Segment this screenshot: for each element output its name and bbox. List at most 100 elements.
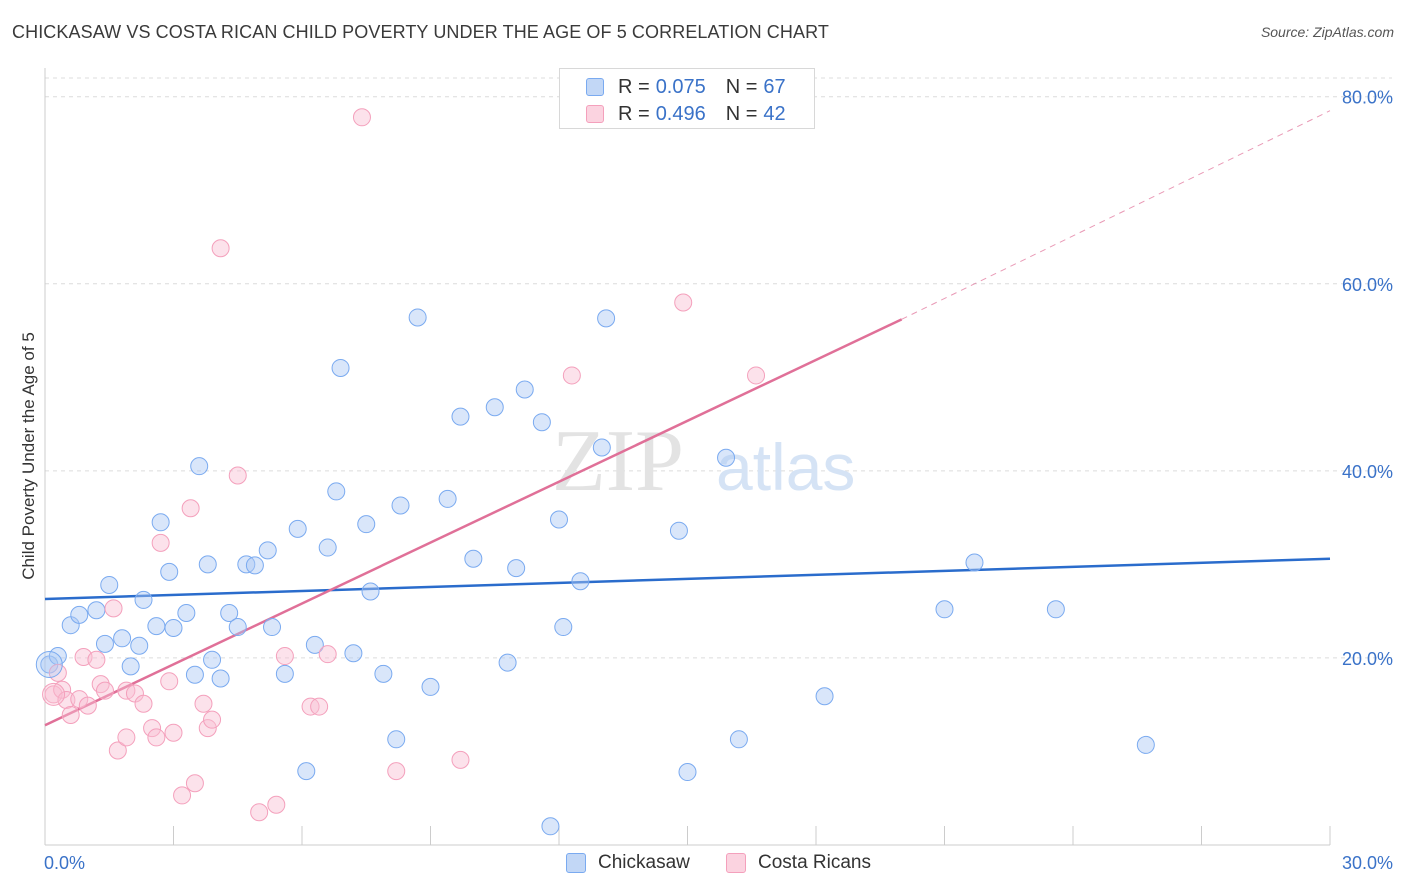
costa-ricans-trend-line [44,318,903,727]
costa-ricans-point [42,682,66,706]
costa-ricans-point [134,694,153,713]
chickasaw-point [113,629,132,648]
trend-lines [44,110,1331,727]
chickasaw-point [305,635,324,654]
chickasaw-point [498,653,517,672]
costa-ricans-point [318,645,337,664]
costa-ricans-point [198,719,217,738]
chickasaw-point [344,644,363,663]
chickasaw-point [554,618,573,637]
costa-ricans-point [61,705,80,724]
chickasaw-points [40,308,1155,836]
y-axis-label: Child Poverty Under the Age of 5 [19,332,38,580]
chart-title: CHICKASAW VS COSTA RICAN CHILD POVERTY U… [12,22,829,42]
y-tick-label: 20.0% [1342,649,1393,669]
chickasaw-point [391,496,410,515]
costa-ricans-point [108,741,127,760]
chickasaw-point [185,665,204,684]
chickasaw-point [35,650,63,678]
chickasaw-point [717,448,736,467]
r-value: 0.496 [655,102,706,125]
costa-ricans-point [104,599,123,618]
chickasaw-point [245,556,264,575]
costa-ricans-swatch [726,853,746,873]
chickasaw-point [327,482,346,501]
costa-ricans-point [387,762,406,781]
costa-ricans-points [44,108,766,822]
chickasaw-point [318,538,337,557]
chickasaw-point [288,519,307,538]
costa-ricans-swatch [586,105,604,123]
costa-ricans-point [117,728,136,747]
correlation-legend: R = 0.075 N = 67 R = 0.496 N = 42 [559,68,815,129]
costa-ricans-point [267,795,286,814]
legend-row-costa-ricans: R = 0.496 N = 42 [586,102,786,126]
chickasaw-swatch [566,853,586,873]
costa-ricans-point [151,533,170,552]
costa-ricans-point [78,696,97,715]
axes: 20.0% 40.0% 60.0% 80.0% 0.0% 30.0% [44,68,1393,873]
costa-ricans-point [143,719,162,738]
chickasaw-point [164,618,183,637]
chickasaw-point [421,677,440,696]
chickasaw-point [935,600,954,619]
legend-item-chickasaw: Chickasaw [566,852,690,874]
chickasaw-point [100,575,119,594]
chickasaw-point [550,510,568,529]
chickasaw-point [263,618,282,637]
chickasaw-point [965,553,984,572]
r-label: R = [618,102,650,125]
chickasaw-point [130,636,149,655]
costa-ricans-point [95,681,114,700]
chickasaw-swatch [586,78,604,96]
chickasaw-point [464,549,483,568]
costa-ricans-point [250,803,269,822]
r-label: R = [618,75,650,98]
costa-ricans-point [147,728,166,747]
chickasaw-point [361,582,380,601]
chickasaw-point [258,541,277,560]
chickasaw-point [571,572,590,591]
y-tick-label: 80.0% [1342,88,1393,108]
costa-ricans-point [275,647,294,666]
data-points [35,108,1155,836]
costa-ricans-point [310,697,329,716]
costa-ricans-point [562,366,581,385]
costa-ricans-point [181,499,200,518]
r-value: 0.075 [655,75,706,98]
costa-ricans-point [674,293,693,312]
costa-ricans-point [747,366,766,385]
chickasaw-point [134,590,153,609]
chickasaw-point [532,413,551,432]
chickasaw-point [87,601,106,620]
chickasaw-point [121,657,140,676]
legend-row-chickasaw: R = 0.075 N = 67 [586,75,786,99]
chickasaw-point [275,664,294,683]
chickasaw-point [198,555,217,574]
chickasaw-point [177,604,196,623]
chickasaw-point [408,308,427,327]
n-label: N = [725,102,758,125]
y-tick-label: 40.0% [1342,462,1393,482]
legend-label: Chickasaw [598,852,690,873]
costa-ricans-point [203,710,222,729]
chickasaw-point [331,358,350,377]
n-label: N = [725,75,758,98]
costa-ricans-point [160,672,179,691]
legend-label: Costa Ricans [758,852,871,873]
n-value: 67 [763,75,786,98]
series-legend: Chickasaw Costa Ricans [0,852,1406,876]
chickasaw-point [220,604,239,623]
chickasaw-point [160,562,179,581]
chickasaw-point [203,650,222,669]
chickasaw-point [357,515,376,534]
costa-ricans-point [352,108,371,127]
chickasaw-point [438,489,457,508]
chickasaw-point [451,407,470,426]
chickasaw-point [507,559,526,578]
chickasaw-point [541,817,560,836]
n-value: 42 [763,102,786,125]
costa-ricans-point [173,786,192,805]
chickasaw-point [297,762,316,781]
chickasaw-point [374,664,393,683]
